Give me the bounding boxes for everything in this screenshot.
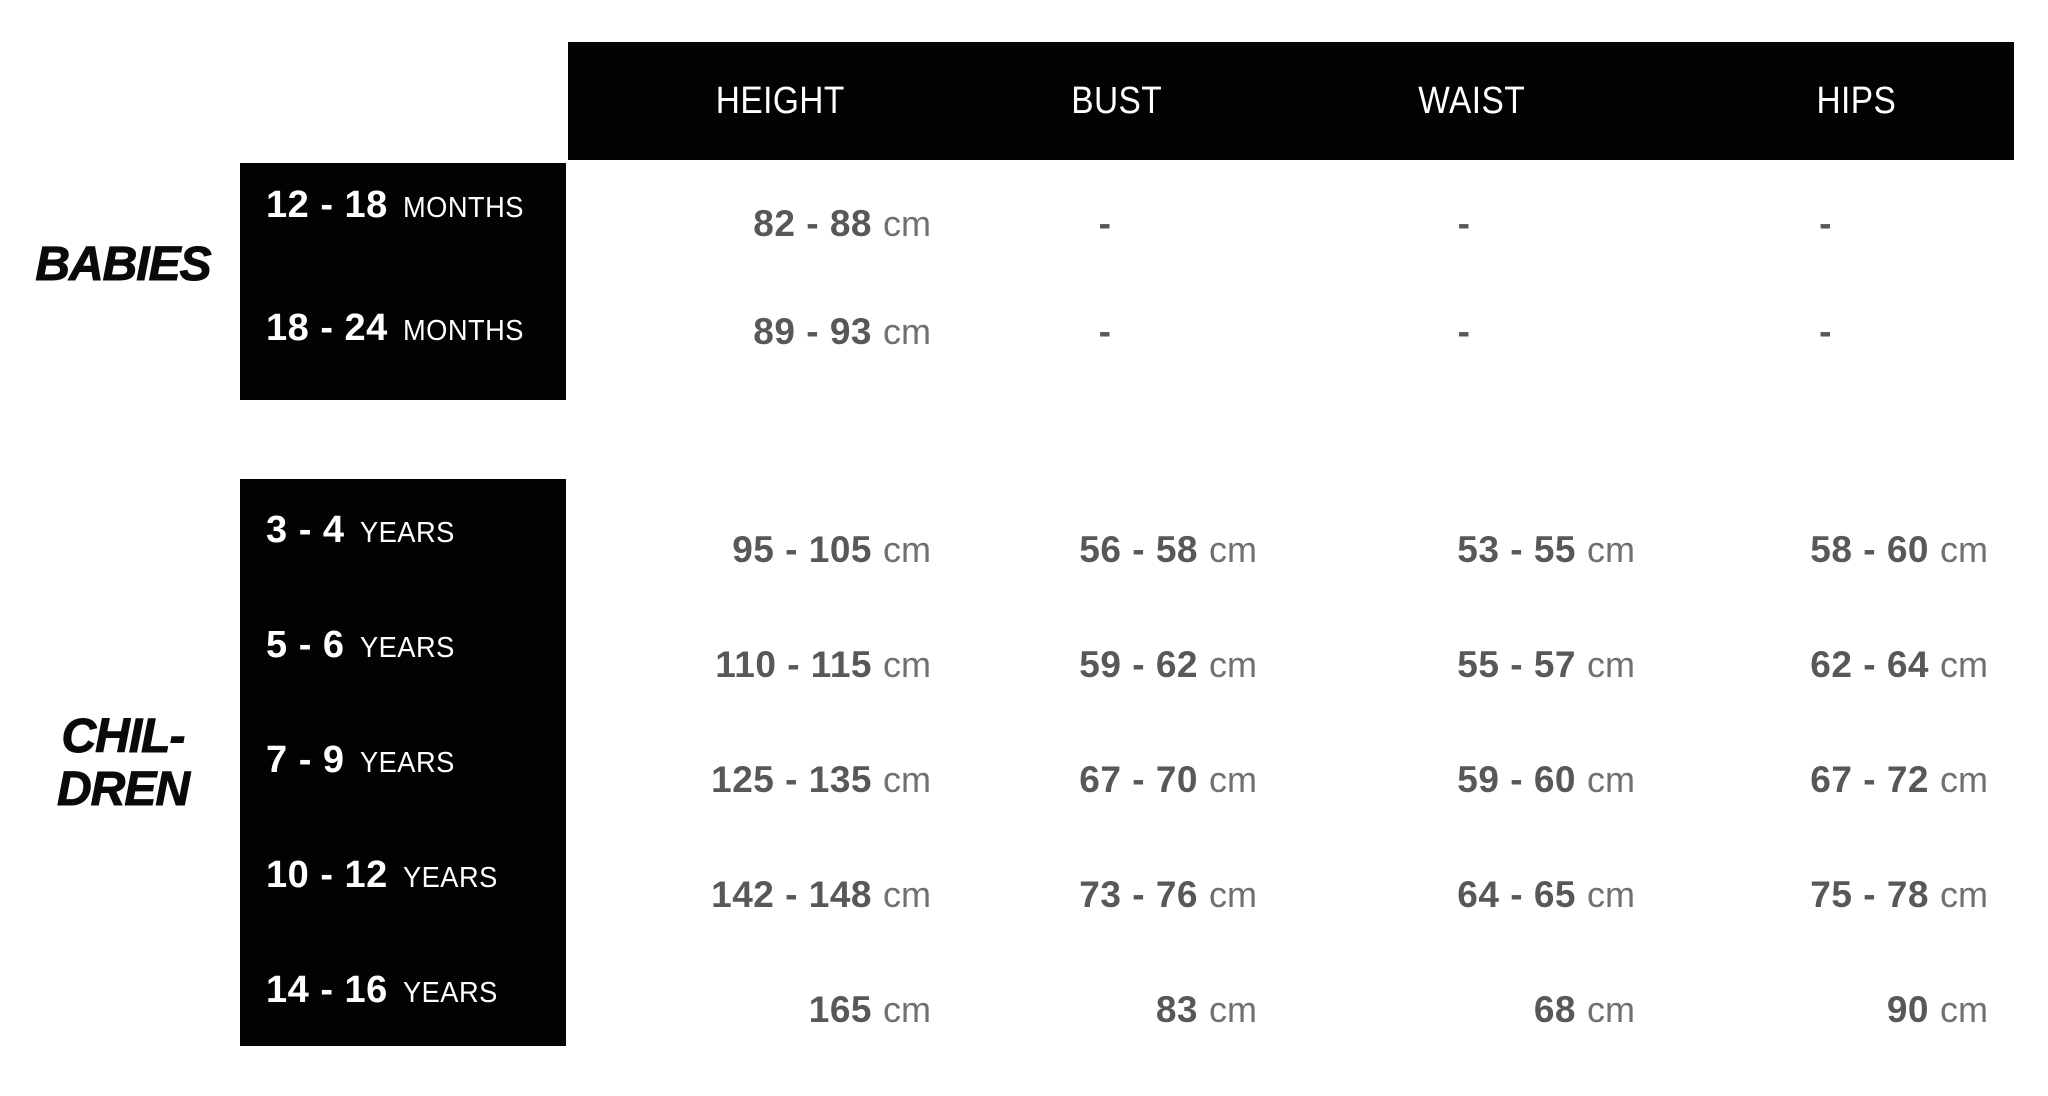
age-label-12-18-months: 12 - 18 MONTHS bbox=[266, 184, 524, 226]
bust-cell: 73 - 76 cm bbox=[1079, 873, 1257, 915]
waist-cell: 64 - 65 cm bbox=[1457, 873, 1635, 915]
height-cell: 142 - 148 cm bbox=[711, 873, 931, 915]
age-label-3-4-years: 3 - 4 YEARS bbox=[266, 509, 455, 551]
children-group-label-line1: CHIL- bbox=[61, 710, 186, 764]
table-header-bar: HEIGHT BUST WAIST HIPS bbox=[568, 42, 2014, 160]
bust-cell: 67 - 70 cm bbox=[1079, 758, 1257, 800]
hips-cell: 62 - 64 cm bbox=[1810, 643, 1988, 685]
table-row-babies-18-24: 89 - 93 cm - - - bbox=[568, 305, 2014, 357]
hips-cell: - bbox=[1819, 202, 1832, 244]
waist-cell: 53 - 55 cm bbox=[1457, 528, 1635, 570]
hips-cell: 67 - 72 cm bbox=[1810, 758, 1988, 800]
children-age-box: 3 - 4 YEARS 5 - 6 YEARS 7 - 9 YEARS 10 - 12… bbox=[240, 479, 566, 1046]
height-cell: 89 - 93 cm bbox=[753, 310, 931, 352]
age-label-5-6-years: 5 - 6 YEARS bbox=[266, 624, 455, 666]
table-row-children-5-6: 110 - 115 cm 59 - 62 cm 55 - 57 cm 62 - 64 c… bbox=[568, 638, 2014, 690]
column-header-height: HEIGHT bbox=[716, 80, 845, 122]
age-label-18-24-months: 18 - 24 MONTHS bbox=[266, 307, 524, 349]
children-group-label-line2: DREN bbox=[56, 763, 190, 817]
hips-cell: 58 - 60 cm bbox=[1810, 528, 1988, 570]
babies-age-box: 12 - 18 MONTHS 18 - 24 MONTHS bbox=[240, 163, 566, 400]
children-group-label: CHIL- DREN bbox=[14, 710, 232, 817]
height-cell: 82 - 88 cm bbox=[753, 202, 931, 244]
table-row-children-10-12: 142 - 148 cm 73 - 76 cm 64 - 65 cm 75 - 78 c… bbox=[568, 868, 2014, 920]
age-label-10-12-years: 10 - 12 YEARS bbox=[266, 854, 498, 896]
table-row-children-7-9: 125 - 135 cm 67 - 70 cm 59 - 60 cm 67 - 72 c… bbox=[568, 753, 2014, 805]
age-label-7-9-years: 7 - 9 YEARS bbox=[266, 739, 455, 781]
babies-group-label-text: BABIES bbox=[35, 238, 212, 292]
bust-cell: - bbox=[1098, 310, 1112, 352]
age-label-14-16-years: 14 - 16 YEARS bbox=[266, 969, 498, 1011]
column-header-hips: HIPS bbox=[1816, 80, 1897, 122]
height-cell: 95 - 105 cm bbox=[732, 528, 931, 570]
table-row-children-3-4: 95 - 105 cm 56 - 58 cm 53 - 55 cm 58 - 60 cm bbox=[568, 523, 2014, 575]
waist-cell: 59 - 60 cm bbox=[1457, 758, 1635, 800]
hips-cell: 75 - 78 cm bbox=[1810, 873, 1988, 915]
waist-cell: 55 - 57 cm bbox=[1457, 643, 1635, 685]
waist-cell: 68 cm bbox=[1533, 988, 1635, 1030]
bust-cell: 59 - 62 cm bbox=[1079, 643, 1257, 685]
table-row-babies-12-18: 82 - 88 cm - - - bbox=[568, 197, 2014, 249]
waist-cell: - bbox=[1457, 310, 1471, 352]
column-header-waist: WAIST bbox=[1418, 80, 1526, 122]
bust-cell: - bbox=[1098, 202, 1112, 244]
bust-cell: 56 - 58 cm bbox=[1079, 528, 1257, 570]
column-header-bust: BUST bbox=[1071, 80, 1163, 122]
babies-group-label: BABIES bbox=[14, 238, 232, 292]
height-cell: 165 cm bbox=[808, 988, 931, 1030]
height-cell: 110 - 115 cm bbox=[715, 643, 931, 685]
waist-cell: - bbox=[1457, 202, 1471, 244]
hips-cell: 90 cm bbox=[1886, 988, 1988, 1030]
height-cell: 125 - 135 cm bbox=[711, 758, 931, 800]
table-row-children-14-16: 165 cm 83 cm 68 cm 90 cm bbox=[568, 983, 2014, 1035]
bust-cell: 83 cm bbox=[1155, 988, 1257, 1030]
hips-cell: - bbox=[1819, 310, 1832, 352]
